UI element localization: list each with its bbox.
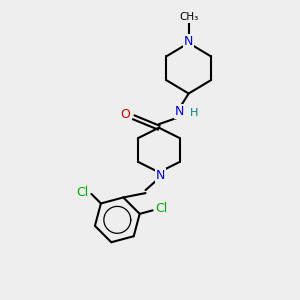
Text: O: O bbox=[120, 108, 130, 121]
Text: CH₃: CH₃ bbox=[179, 12, 198, 22]
Text: N: N bbox=[156, 169, 165, 182]
Text: N: N bbox=[184, 35, 193, 48]
Text: Cl: Cl bbox=[155, 202, 167, 215]
Text: H: H bbox=[190, 108, 198, 118]
Text: Cl: Cl bbox=[76, 186, 88, 199]
Text: N: N bbox=[175, 105, 184, 118]
